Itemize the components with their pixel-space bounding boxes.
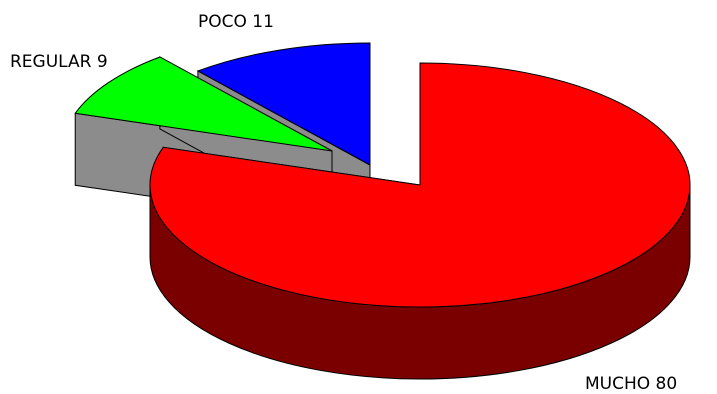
slice-poco-top [196,42,371,166]
slice-mucho-top [149,62,691,308]
label-mucho: MUCHO 80 [585,374,677,394]
pie-slices [74,42,691,380]
slice-regular-top [74,56,333,152]
label-regular: REGULAR 9 [10,52,108,72]
label-poco: POCO 11 [198,12,274,32]
slice-mucho [149,62,691,380]
